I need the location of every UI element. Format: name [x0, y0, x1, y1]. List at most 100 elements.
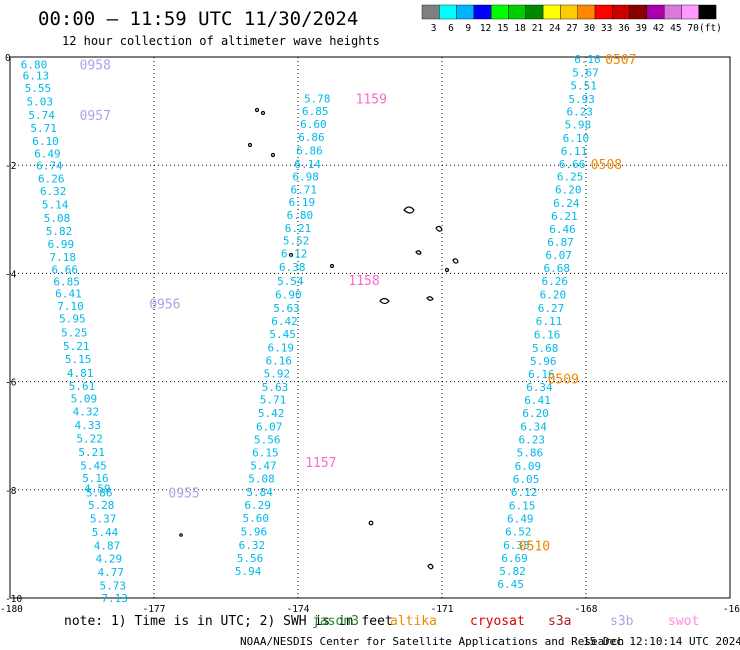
colorbar-swatch [421, 4, 440, 20]
wave-height-point: 5.15 [65, 353, 92, 366]
wave-height-point: 5.63 [262, 381, 289, 394]
wave-height-point: 6.20 [555, 184, 582, 197]
colorbar-swatch [456, 4, 475, 20]
footer-credit: NOAA/NESDIS Center for Satellite Applica… [240, 635, 624, 648]
colorbar-swatch [560, 4, 578, 20]
wave-height-point: 6.16 [528, 368, 555, 381]
wave-height-point: 5.47 [250, 459, 277, 472]
wave-height-point: 6.07 [545, 249, 572, 262]
wave-height-point: 6.85 [53, 276, 80, 289]
data-points: 6.806.135.555.035.745.716.106.496.746.26… [21, 53, 601, 605]
wave-height-point: 6.74 [36, 160, 63, 173]
wave-height-point: 6.29 [244, 499, 271, 512]
pass-time-label: 0958 [80, 59, 111, 74]
x-tick-label: -177 [143, 604, 166, 615]
legend-entry: cryosat [470, 614, 525, 629]
x-tick-label: -16 [723, 604, 740, 615]
colorbar-label: 9 [465, 23, 471, 34]
wave-height-point: 5.96 [241, 525, 268, 538]
legend-entry: s3a [548, 614, 571, 629]
x-tick-label: -168 [575, 604, 598, 615]
wave-height-point: 5.22 [76, 432, 103, 445]
wave-height-point: 6.86 [298, 131, 325, 144]
wave-height-point: 5.25 [61, 326, 88, 339]
wave-height-point: 6.49 [34, 147, 61, 160]
colorbar-label: 27 [566, 23, 577, 34]
wave-height-point: 6.12 [511, 486, 538, 499]
wave-height-point: 7.13 [101, 592, 128, 605]
colorbar-swatch [542, 4, 561, 20]
footer-timestamp: 15 Dec 12:10:14 UTC 2024 [583, 635, 740, 648]
wave-height-point: 5.78 [304, 93, 331, 106]
wave-height-point: 6.25 [557, 171, 584, 184]
wave-height-point: 6.10 [32, 135, 59, 148]
x-tick-label: -180 [0, 604, 23, 615]
colorbar-label: 21 [532, 23, 544, 34]
pass-time-label: 0509 [548, 372, 579, 387]
wave-height-point: 5.52 [283, 234, 310, 247]
pass-time-label: 0508 [591, 158, 622, 173]
x-tick-label: -171 [431, 604, 454, 615]
wave-height-point: 5.86 [86, 487, 113, 500]
wave-height-point: 5.68 [532, 342, 559, 355]
wave-height-point: 5.44 [92, 526, 119, 539]
wave-height-point: 5.82 [46, 225, 73, 238]
series-track: 5.786.856.606.866.866.146.986.716.196.80… [235, 93, 331, 578]
wave-height-point: 6.16 [534, 329, 561, 342]
wave-height-point: 5.86 [517, 446, 544, 459]
y-tick-label: -10 [5, 594, 22, 605]
wave-height-point: 6.41 [55, 287, 82, 300]
island-outlines [179, 107, 459, 570]
colorbar-swatch [491, 4, 509, 20]
wave-height-point: 5.56 [254, 433, 281, 446]
wave-height-point: 6.80 [287, 209, 314, 222]
colorbar-label: 15 [497, 23, 508, 34]
wave-height-point: 6.16 [574, 53, 601, 66]
wave-height-point: 6.69 [501, 552, 528, 565]
wave-height-point: 6.11 [536, 315, 563, 328]
wave-height-point: 4.87 [94, 540, 121, 553]
wave-height-point: 7.10 [57, 300, 84, 313]
y-tick-label: -2 [5, 161, 16, 172]
wave-height-point: 6.98 [292, 171, 319, 184]
wave-height-point: 6.85 [302, 105, 329, 118]
wave-height-point: 5.95 [59, 312, 86, 325]
wave-height-point: 5.21 [78, 446, 105, 459]
colorbar-swatch [508, 4, 526, 20]
wave-height-point: 6.52 [505, 525, 532, 538]
wave-height-point: 5.71 [30, 122, 57, 135]
wave-height-point: 6.66 [559, 158, 586, 171]
wave-height-point: 6.86 [296, 145, 323, 158]
wave-height-point: 6.14 [294, 158, 321, 171]
colorbar-swatch [681, 4, 699, 20]
legend-entry: swot [668, 614, 699, 629]
colorbar-swatch [646, 4, 665, 20]
wave-height-point: 6.41 [524, 394, 551, 407]
footer-note: note: 1) Time is in UTC; 2) SWH is in fe… [64, 614, 393, 629]
colorbar-label: 33 [601, 23, 612, 34]
colorbar-swatch [629, 4, 648, 20]
colorbar-label: 6 [448, 23, 454, 34]
wave-height-point: 5.67 [572, 67, 599, 80]
wave-height-point: 6.16 [266, 355, 293, 368]
colorbar-swatch [525, 4, 544, 20]
wave-height-point: 6.23 [567, 106, 594, 119]
colorbar-label: (ft) [699, 23, 722, 34]
wave-height-point: 6.07 [256, 421, 283, 434]
wave-height-point: 5.28 [88, 499, 115, 512]
wave-height-point: 5.61 [69, 380, 96, 393]
wave-height-point: 6.34 [526, 381, 553, 394]
colorbar-label: 12 [480, 23, 491, 34]
wave-height-point: 6.60 [300, 118, 327, 131]
colorbar-label: 70 [687, 23, 699, 34]
wave-height-point: 4.32 [73, 405, 100, 418]
colorbar-swatch [612, 4, 630, 20]
legend-entry: s3b [610, 614, 634, 629]
y-tick-label: -6 [5, 378, 17, 389]
wave-height-point: 6.49 [507, 512, 534, 525]
wave-height-point: 6.20 [522, 407, 549, 420]
legend-entry: jason3 [312, 614, 359, 629]
wave-height-point: 5.56 [237, 552, 264, 565]
colorbar-label: 45 [670, 23, 681, 34]
colorbar-swatch [473, 4, 492, 20]
